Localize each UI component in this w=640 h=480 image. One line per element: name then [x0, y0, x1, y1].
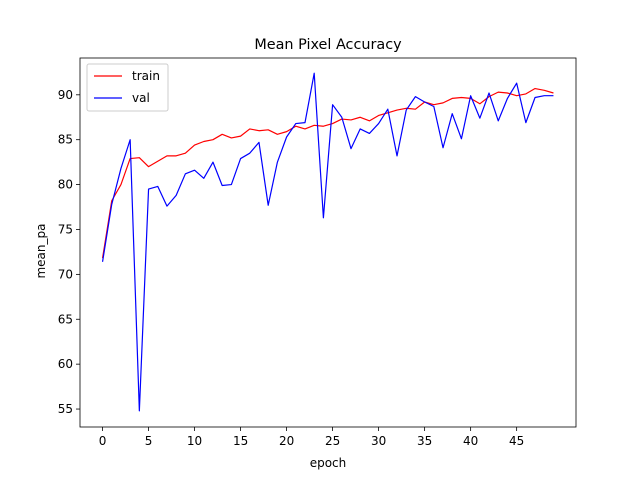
x-tick-label: 5 — [145, 434, 153, 448]
series-line-train — [101, 87, 554, 259]
y-tick-label: 70 — [58, 267, 73, 281]
y-tick-label: 60 — [58, 357, 73, 371]
x-axis-label: epoch — [310, 456, 347, 470]
y-axis-label: mean_pa — [34, 223, 48, 278]
plot-area — [101, 72, 554, 412]
x-tick-label: 35 — [417, 434, 432, 448]
axes: 0 5 10 15 20 25 30 35 40 45 55 60 65 70 75 80 85 90 — [58, 57, 577, 448]
y-tick-label: 85 — [58, 133, 73, 147]
x-tick-label: 30 — [371, 434, 386, 448]
legend-label-train: train — [132, 69, 160, 83]
x-tick-label: 40 — [463, 434, 478, 448]
y-tick-label: 65 — [58, 312, 73, 326]
series-line-val — [101, 72, 554, 412]
legend-label-val: val — [132, 91, 150, 105]
y-tick-label: 75 — [58, 222, 73, 236]
x-tick-label: 15 — [233, 434, 248, 448]
axes-frame — [79, 57, 577, 428]
x-tick-label: 25 — [325, 434, 340, 448]
y-tick-label: 90 — [58, 88, 73, 102]
y-tick-label: 55 — [58, 402, 73, 416]
chart-title: Mean Pixel Accuracy — [254, 37, 402, 53]
x-tick-label: 45 — [509, 434, 524, 448]
x-tick-label: 20 — [279, 434, 294, 448]
x-tick-label: 10 — [187, 434, 202, 448]
legend: train val — [86, 63, 169, 112]
x-tick-label: 0 — [99, 434, 107, 448]
y-tick-label: 80 — [58, 178, 73, 192]
